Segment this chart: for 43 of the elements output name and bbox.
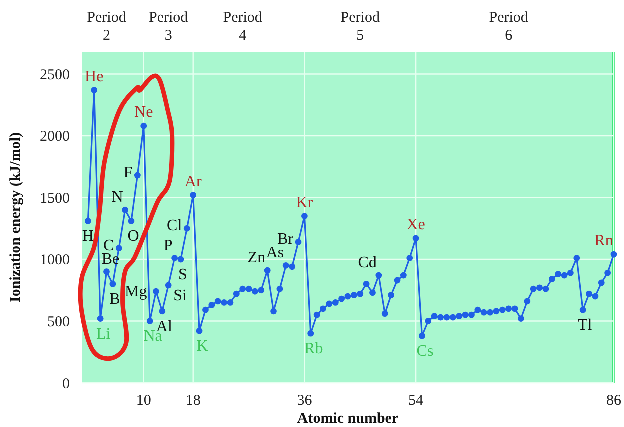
annotation: K xyxy=(196,338,209,356)
annotation: P xyxy=(164,237,173,254)
y-tick-label: 2000 xyxy=(40,129,70,146)
annotation: Rn xyxy=(594,232,614,250)
annotation: F xyxy=(124,164,133,182)
text: Period 5 xyxy=(340,10,380,44)
annotation: Kr xyxy=(296,194,314,212)
x-tick-label: 10 xyxy=(136,393,152,409)
x-tick-label: 36 xyxy=(297,393,313,409)
text: Period 6 xyxy=(489,10,529,44)
x-tick-label: 54 xyxy=(408,393,424,409)
annotation: Rb xyxy=(304,340,324,358)
annotation: Mg xyxy=(125,284,148,301)
annotation: B xyxy=(110,291,120,308)
y-tick-label: 500 xyxy=(48,314,70,330)
y-tick-label: 1500 xyxy=(40,190,70,207)
annotation: Ne xyxy=(134,104,154,122)
annotation: H xyxy=(82,228,94,246)
text: Period 3 xyxy=(149,10,189,44)
annotation: C xyxy=(103,237,114,254)
x-tick-label: 86 xyxy=(606,393,622,409)
text: Period 2 xyxy=(87,10,127,44)
y-tick-label: 1000 xyxy=(40,252,70,269)
y-tick-label: 2500 xyxy=(40,67,70,84)
annotation: He xyxy=(85,68,104,86)
annotation: Tl xyxy=(578,317,593,334)
y-axis-title: Ionization energy (kJ/mol) xyxy=(8,132,24,302)
annotation: Zn xyxy=(248,250,266,267)
annotation: N xyxy=(112,189,124,206)
annotation: Li xyxy=(96,326,112,343)
y-tick-label: 0 xyxy=(62,376,70,392)
annotation: O xyxy=(128,228,140,246)
text: Period 4 xyxy=(223,10,263,44)
annotation: Xe xyxy=(406,216,426,234)
annotation: Ar xyxy=(184,173,202,190)
x-axis-title: Atomic number xyxy=(297,411,399,427)
annotation: Cl xyxy=(167,218,183,235)
annotation: S xyxy=(178,266,188,284)
annotation: Cs xyxy=(416,343,434,360)
annotation: Na xyxy=(144,328,162,346)
annotation: Si xyxy=(174,287,188,304)
annotation: Cd xyxy=(358,254,377,272)
x-tick-label: 18 xyxy=(186,393,201,409)
